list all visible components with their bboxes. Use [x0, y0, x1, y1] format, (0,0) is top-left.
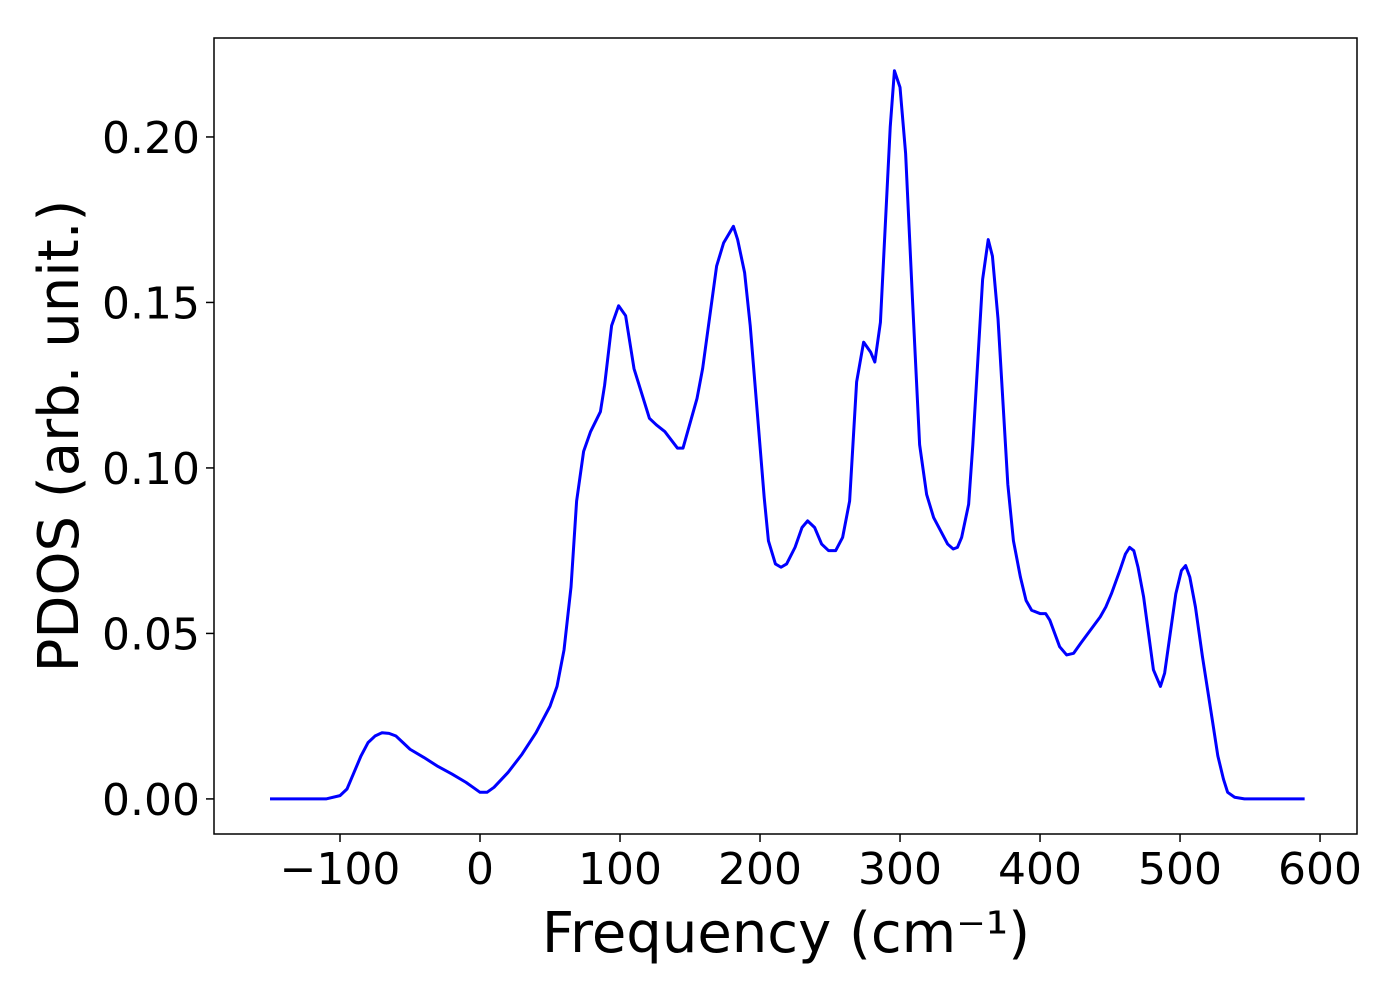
x-tick-label: 300	[858, 844, 942, 895]
x-tick-label: 200	[718, 844, 802, 895]
x-tick-label: 400	[998, 844, 1082, 895]
y-tick-label: 0.10	[102, 444, 200, 495]
y-axis-label: PDOS (arb. unit.)	[27, 200, 92, 673]
y-tick-label: 0.15	[102, 278, 200, 329]
x-tick-label: −100	[280, 844, 401, 895]
data-line	[270, 69, 1305, 801]
x-axis-label: Frequency (cm⁻¹)	[542, 901, 1030, 966]
x-tick-label: 100	[578, 844, 662, 895]
plot-frame	[213, 37, 1358, 835]
x-tick-label: 0	[466, 844, 494, 895]
y-tick-label: 0.00	[102, 775, 200, 826]
x-tick-label: 500	[1138, 844, 1222, 895]
y-tick-label: 0.05	[102, 609, 200, 660]
y-tick-label: 0.20	[102, 113, 200, 164]
x-tick-label: 600	[1278, 844, 1362, 895]
